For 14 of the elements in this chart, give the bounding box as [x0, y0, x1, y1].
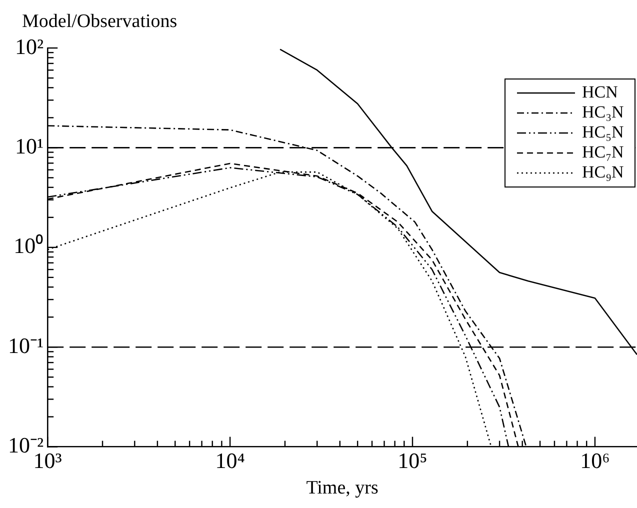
x-tick-label: 10⁶ — [580, 448, 610, 473]
x-tick-label: 10⁴ — [215, 448, 246, 473]
legend-label: HC₇N — [582, 142, 624, 162]
legend-label: HC₉N — [582, 162, 624, 182]
y-axis-title: Model/Observations — [22, 11, 178, 32]
y-tick-label: 10⁻¹ — [8, 332, 44, 358]
legend-label: HCN — [582, 82, 618, 102]
legend-label: HC₃N — [582, 102, 624, 122]
y-tick-label: 10⁰ — [14, 233, 44, 258]
x-tick-label: 10⁵ — [398, 448, 428, 473]
x-axis-title: Time, yrs — [306, 478, 378, 499]
y-tick-label: 10¹ — [14, 133, 44, 158]
y-tick-label: 10² — [14, 34, 44, 59]
legend-label: HC₅N — [582, 122, 624, 142]
